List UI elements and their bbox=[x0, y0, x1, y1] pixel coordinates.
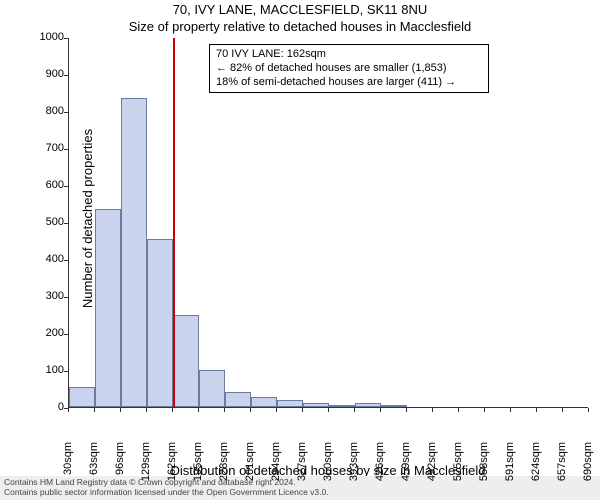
histogram-bar bbox=[355, 403, 381, 407]
y-tick-mark bbox=[64, 149, 68, 150]
annotation-line: 70 IVY LANE: 162sqm bbox=[216, 48, 482, 62]
histogram-bar bbox=[225, 392, 251, 407]
histogram-bar bbox=[69, 387, 95, 407]
x-tick-mark bbox=[406, 408, 407, 412]
y-tick-label: 800 bbox=[24, 106, 64, 117]
x-tick-label: 261sqm bbox=[244, 442, 256, 492]
histogram-bar bbox=[147, 239, 173, 407]
x-tick-label: 96sqm bbox=[114, 442, 126, 492]
x-tick-mark bbox=[250, 408, 251, 412]
x-tick-label: 195sqm bbox=[192, 442, 204, 492]
y-tick-mark bbox=[64, 38, 68, 39]
y-tick-mark bbox=[64, 223, 68, 224]
x-tick-mark bbox=[380, 408, 381, 412]
x-tick-mark bbox=[328, 408, 329, 412]
y-tick-label: 400 bbox=[24, 254, 64, 265]
x-tick-mark bbox=[276, 408, 277, 412]
x-tick-label: 459sqm bbox=[400, 442, 412, 492]
x-tick-mark bbox=[198, 408, 199, 412]
x-tick-label: 327sqm bbox=[296, 442, 308, 492]
x-tick-label: 426sqm bbox=[374, 442, 386, 492]
histogram-bar bbox=[277, 400, 303, 407]
y-tick-mark bbox=[64, 297, 68, 298]
x-tick-mark bbox=[458, 408, 459, 412]
annotation-line: ← 82% of detached houses are smaller (1,… bbox=[216, 62, 482, 76]
x-tick-label: 525sqm bbox=[452, 442, 464, 492]
y-tick-label: 0 bbox=[24, 402, 64, 413]
histogram-bar bbox=[329, 405, 355, 407]
y-tick-label: 300 bbox=[24, 291, 64, 302]
x-tick-mark bbox=[94, 408, 95, 412]
histogram-bar bbox=[121, 98, 147, 407]
x-tick-mark bbox=[120, 408, 121, 412]
x-tick-label: 690sqm bbox=[582, 442, 594, 492]
x-tick-label: 657sqm bbox=[556, 442, 568, 492]
y-tick-label: 100 bbox=[24, 365, 64, 376]
x-tick-mark bbox=[510, 408, 511, 412]
histogram-bar bbox=[173, 315, 199, 408]
x-tick-label: 624sqm bbox=[530, 442, 542, 492]
y-tick-label: 500 bbox=[24, 217, 64, 228]
annotation-box: 70 IVY LANE: 162sqm← 82% of detached hou… bbox=[209, 44, 489, 93]
y-tick-mark bbox=[64, 371, 68, 372]
histogram-bar bbox=[95, 209, 121, 407]
x-tick-label: 228sqm bbox=[218, 442, 230, 492]
x-tick-mark bbox=[146, 408, 147, 412]
y-tick-mark bbox=[64, 260, 68, 261]
x-tick-label: 162sqm bbox=[166, 442, 178, 492]
y-tick-label: 700 bbox=[24, 143, 64, 154]
y-tick-label: 200 bbox=[24, 328, 64, 339]
x-tick-mark bbox=[302, 408, 303, 412]
histogram-bar bbox=[251, 397, 277, 407]
y-tick-mark bbox=[64, 186, 68, 187]
x-tick-label: 129sqm bbox=[140, 442, 152, 492]
histogram-bar bbox=[199, 370, 225, 407]
y-tick-mark bbox=[64, 112, 68, 113]
x-tick-label: 591sqm bbox=[504, 442, 516, 492]
y-tick-mark bbox=[64, 75, 68, 76]
x-tick-label: 63sqm bbox=[88, 442, 100, 492]
x-tick-label: 30sqm bbox=[62, 442, 74, 492]
x-tick-mark bbox=[68, 408, 69, 412]
annotation-line: 18% of semi-detached houses are larger (… bbox=[216, 76, 482, 90]
x-tick-label: 492sqm bbox=[426, 442, 438, 492]
x-tick-mark bbox=[562, 408, 563, 412]
x-tick-mark bbox=[484, 408, 485, 412]
x-tick-label: 393sqm bbox=[348, 442, 360, 492]
y-tick-label: 1000 bbox=[24, 32, 64, 43]
chart-container: 70, IVY LANE, MACCLESFIELD, SK11 8NU Siz… bbox=[0, 0, 600, 500]
x-tick-mark bbox=[432, 408, 433, 412]
x-tick-label: 360sqm bbox=[322, 442, 334, 492]
plot-area: 70 IVY LANE: 162sqm← 82% of detached hou… bbox=[68, 38, 588, 408]
y-tick-label: 900 bbox=[24, 69, 64, 80]
histogram-bar bbox=[303, 403, 329, 407]
reference-line bbox=[173, 38, 176, 407]
histogram-bar bbox=[381, 405, 407, 407]
x-tick-mark bbox=[224, 408, 225, 412]
x-tick-mark bbox=[172, 408, 173, 412]
y-tick-mark bbox=[64, 334, 68, 335]
x-tick-mark bbox=[536, 408, 537, 412]
x-tick-mark bbox=[588, 408, 589, 412]
x-tick-mark bbox=[354, 408, 355, 412]
x-tick-label: 294sqm bbox=[270, 442, 282, 492]
y-tick-label: 600 bbox=[24, 180, 64, 191]
x-tick-label: 558sqm bbox=[478, 442, 490, 492]
